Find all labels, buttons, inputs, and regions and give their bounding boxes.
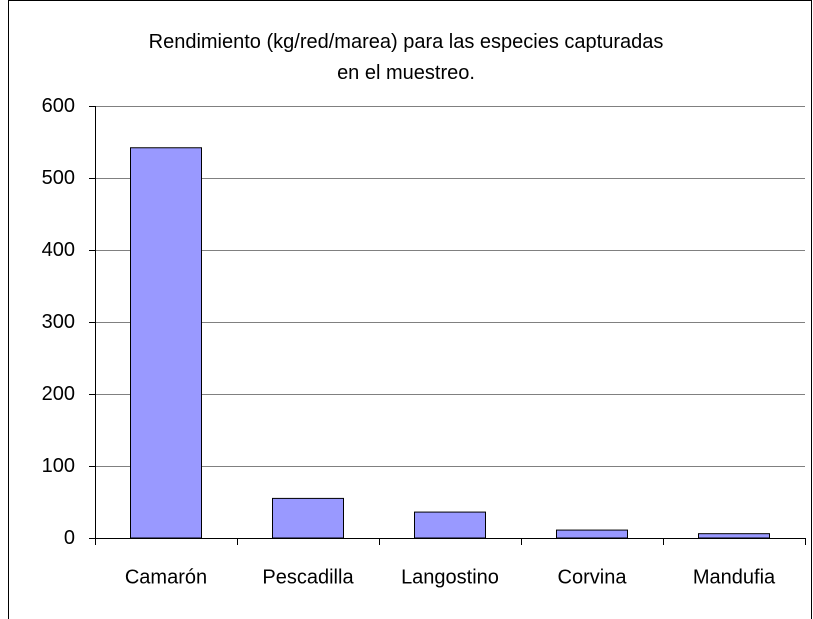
x-tick-label: Mandufia bbox=[693, 566, 776, 588]
bar bbox=[556, 529, 628, 539]
y-tick-label: 0 bbox=[64, 527, 75, 549]
bar bbox=[272, 497, 344, 539]
x-tick-label: Corvina bbox=[558, 566, 628, 588]
y-tick-label: 100 bbox=[42, 455, 75, 477]
y-tick-label: 300 bbox=[42, 311, 75, 333]
bar bbox=[698, 533, 770, 539]
y-tick-label: 200 bbox=[42, 383, 75, 405]
chart-title: Rendimiento (kg/red/marea) para las espe… bbox=[148, 31, 664, 84]
y-tick-label: 500 bbox=[42, 167, 75, 189]
y-tick-label: 400 bbox=[42, 239, 75, 261]
y-tick-label: 600 bbox=[42, 95, 75, 117]
chart-frame bbox=[8, 0, 812, 619]
x-tick-label: Camarón bbox=[125, 566, 207, 588]
bar bbox=[130, 147, 202, 539]
x-tick-label: Pescadilla bbox=[262, 566, 354, 588]
bar bbox=[414, 511, 486, 539]
x-tick-label: Langostino bbox=[401, 566, 499, 588]
